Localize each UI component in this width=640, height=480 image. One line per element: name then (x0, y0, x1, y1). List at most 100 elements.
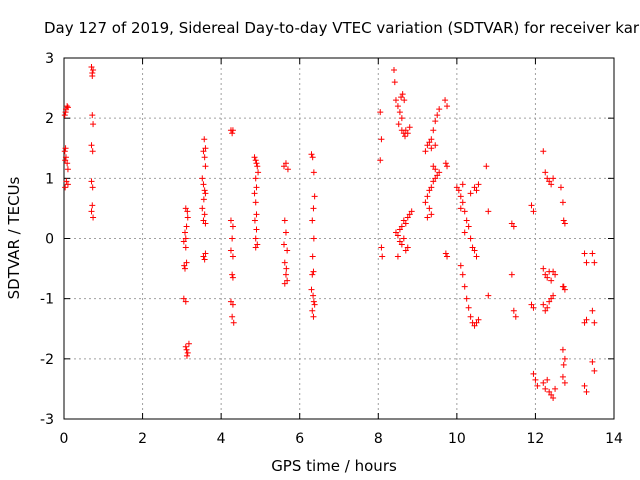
data-point (308, 151, 315, 158)
x-tick-label: 0 (60, 431, 69, 447)
data-point (548, 295, 555, 302)
data-point (483, 163, 490, 170)
data-point (459, 199, 466, 206)
x-tick-label: 2 (138, 431, 147, 447)
data-point (508, 271, 515, 278)
data-point (444, 253, 451, 260)
data-point (406, 211, 413, 218)
data-point (394, 232, 401, 239)
data-point (510, 307, 517, 314)
data-point (548, 277, 555, 284)
data-point (252, 235, 259, 242)
data-point (182, 298, 189, 305)
data-point (310, 205, 317, 212)
data-point (61, 112, 68, 119)
data-point (534, 382, 541, 389)
data-point (200, 148, 207, 155)
data-point (89, 73, 96, 80)
data-point (310, 169, 317, 176)
data-point (183, 346, 190, 353)
data-point (559, 373, 566, 380)
data-point (229, 223, 236, 230)
data-point (391, 67, 397, 74)
data-point (561, 220, 568, 227)
data-point (90, 121, 97, 128)
x-tick-label: 4 (217, 431, 226, 447)
data-point (442, 97, 449, 104)
data-point (201, 211, 208, 218)
data-point (251, 217, 258, 224)
data-point (469, 244, 476, 251)
data-point (398, 241, 405, 248)
data-point (284, 247, 291, 254)
data-point (281, 241, 287, 248)
data-point (201, 187, 208, 194)
axis-ticks (63, 57, 615, 420)
data-point (398, 115, 405, 122)
data-point (227, 298, 234, 305)
data-point (229, 253, 236, 260)
data-point (88, 64, 95, 71)
data-point (546, 178, 553, 185)
data-point (461, 229, 468, 236)
data-point (398, 223, 405, 230)
data-point (428, 184, 435, 191)
data-point (392, 97, 399, 104)
grid (64, 58, 614, 419)
data-point (252, 244, 259, 251)
data-point (62, 109, 69, 116)
data-point (62, 157, 69, 164)
data-point (253, 226, 260, 233)
x-tick-label: 6 (295, 431, 304, 447)
data-point (311, 193, 318, 200)
data-point (453, 184, 460, 191)
data-point (282, 160, 289, 167)
data-point (465, 223, 472, 230)
data-point (402, 247, 409, 254)
data-point (559, 199, 566, 206)
data-point (202, 163, 209, 170)
data-point (508, 220, 515, 227)
y-tick-label: -1 (40, 292, 54, 308)
data-point (309, 154, 316, 161)
data-point (561, 286, 568, 293)
data-point (88, 142, 95, 149)
data-point (530, 208, 537, 215)
data-point (542, 307, 549, 314)
data-point (182, 229, 188, 236)
data-point (540, 301, 547, 308)
data-point (404, 244, 411, 251)
data-point (436, 169, 443, 176)
data-point (459, 181, 466, 188)
data-point (89, 184, 96, 191)
data-point (254, 163, 261, 170)
data-point (432, 118, 439, 125)
data-point (400, 217, 407, 224)
data-point (471, 247, 478, 254)
data-point (546, 388, 553, 395)
data-point (230, 319, 237, 326)
data-point (229, 130, 236, 137)
data-point (253, 160, 260, 167)
data-point (589, 250, 596, 257)
data-point (283, 265, 290, 272)
data-point (281, 163, 287, 170)
data-point (457, 193, 464, 200)
data-point (471, 322, 478, 329)
data-point (540, 148, 547, 155)
data-point (583, 316, 590, 323)
data-point (583, 388, 590, 395)
data-point (530, 304, 537, 311)
data-point (408, 208, 415, 215)
data-point (282, 229, 289, 236)
x-tick-label: 8 (374, 431, 383, 447)
data-point (583, 259, 590, 266)
data-point (428, 211, 435, 218)
data-point (396, 226, 403, 233)
data-point (90, 67, 97, 74)
x-tick-label: 10 (448, 431, 466, 447)
data-point (201, 154, 208, 161)
data-point (202, 220, 209, 227)
data-point (532, 376, 539, 383)
data-point (461, 208, 468, 215)
